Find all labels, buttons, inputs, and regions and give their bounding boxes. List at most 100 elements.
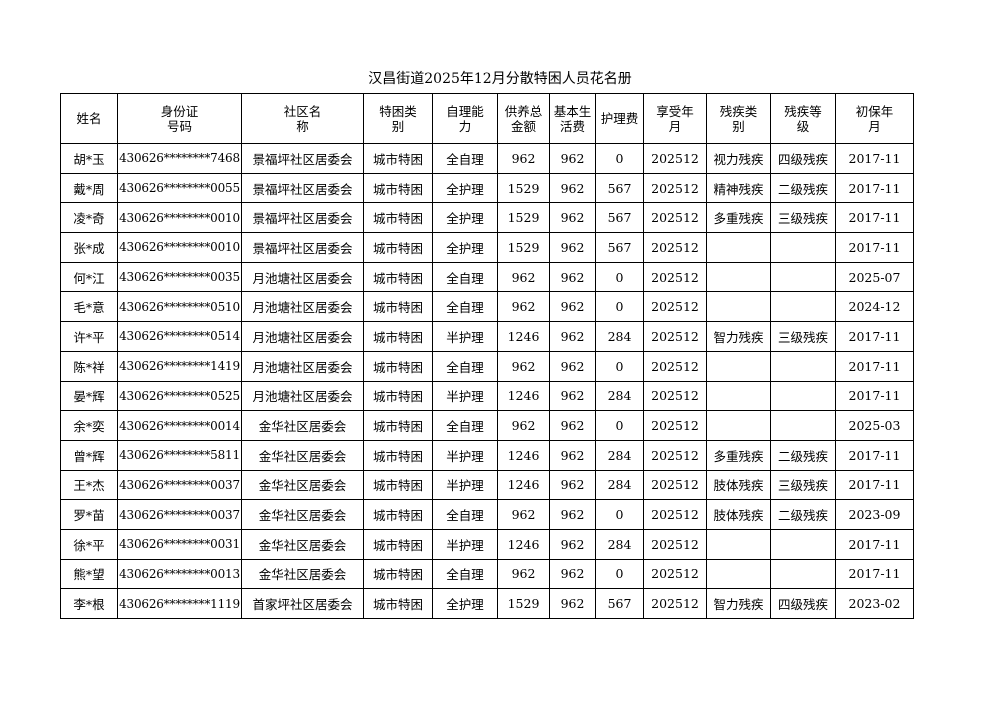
table-cell: 202512: [643, 321, 707, 352]
table-cell: 430626********1419: [117, 350, 242, 382]
table-cell: [770, 528, 836, 560]
table-row: 陈*祥 430626********1419 月池塘社区居委会 城市特困 全自理 962 9…: [60, 350, 914, 382]
table-cell: 城市特困: [363, 232, 433, 263]
table-cell: 城市特困: [363, 350, 433, 382]
table-cell: 284: [595, 321, 644, 352]
table-cell: [706, 558, 771, 590]
table-cell: 城市特困: [363, 291, 433, 323]
column-header: 护理费: [595, 93, 644, 144]
table-cell: 284: [595, 439, 644, 471]
table-cell: 城市特困: [363, 321, 433, 352]
table-cell: 202512: [643, 261, 707, 293]
table-cell: 962: [497, 410, 550, 441]
table-cell: 城市特困: [363, 410, 433, 441]
table-cell: 284: [595, 380, 644, 412]
table-cell: 962: [497, 143, 550, 174]
table-cell: [706, 291, 771, 323]
table-cell: 四级残疾: [770, 588, 836, 619]
table-cell: 城市特困: [363, 588, 433, 619]
table-row: 何*江 430626********0035 月池塘社区居委会 城市特困 全自理 962 9…: [60, 261, 914, 293]
table-cell: [770, 380, 836, 412]
table-cell: 景福坪社区居委会: [241, 202, 364, 234]
table-cell: 城市特困: [363, 469, 433, 501]
table-cell: 2017-11: [835, 202, 914, 234]
table-cell: 430626********7468: [117, 143, 242, 174]
table-cell: 430626********0010: [117, 232, 242, 263]
table-cell: 962: [549, 380, 596, 412]
table-cell: 202512: [643, 380, 707, 412]
column-header-text: 自理能力: [446, 103, 484, 134]
table-row: 凌*奇 430626********0010 景福坪社区居委会 城市特困 全护理 1529…: [60, 202, 914, 234]
table-cell: 半护理: [432, 380, 498, 412]
table-cell: 余*奕: [60, 410, 118, 441]
table-cell: 962: [497, 261, 550, 293]
column-header: 身份证号码: [117, 93, 242, 144]
table-cell: 晏*辉: [60, 380, 118, 412]
table-cell: 1529: [497, 202, 550, 234]
table-cell: 962: [549, 172, 596, 204]
table-cell: 城市特困: [363, 380, 433, 412]
table-cell: [706, 380, 771, 412]
table-cell: 全自理: [432, 291, 498, 323]
table-cell: 0: [595, 350, 644, 382]
table-cell: 430626********0013: [117, 558, 242, 590]
table-cell: 1529: [497, 232, 550, 263]
table-cell: 金华社区居委会: [241, 558, 364, 590]
table-cell: 2017-11: [835, 380, 914, 412]
column-header: 初保年月: [835, 93, 914, 144]
table-cell: 430626********0514: [117, 321, 242, 352]
table-cell: 0: [595, 261, 644, 293]
table-cell: 962: [497, 291, 550, 323]
table-cell: 962: [549, 321, 596, 352]
column-header-text: 初保年月: [855, 103, 894, 134]
table-cell: 430626********0510: [117, 291, 242, 323]
table-cell: 三级残疾: [770, 321, 836, 352]
table-cell: 430626********0037: [117, 499, 242, 530]
table-cell: 戴*周: [60, 172, 118, 204]
table-cell: 962: [549, 291, 596, 323]
table-cell: 962: [497, 499, 550, 530]
table-cell: 202512: [643, 499, 707, 530]
table-cell: 430626********0010: [117, 202, 242, 234]
table-cell: 430626********0037: [117, 469, 242, 501]
column-header-text: 残疾类别: [719, 103, 758, 134]
table-cell: 2017-11: [835, 172, 914, 204]
table-cell: 202512: [643, 143, 707, 174]
column-header-text: 供养总金额: [504, 103, 543, 134]
table-cell: 2023-09: [835, 499, 914, 530]
table-cell: 月池塘社区居委会: [241, 321, 364, 352]
table-cell: 2017-11: [835, 469, 914, 501]
table-cell: [770, 261, 836, 293]
table-row: 毛*意 430626********0510 月池塘社区居委会 城市特困 全自理 962 9…: [60, 291, 914, 323]
column-header-text: 享受年月: [656, 103, 694, 134]
table-cell: 567: [595, 588, 644, 619]
table-cell: [770, 232, 836, 263]
table-cell: 1246: [497, 528, 550, 560]
column-header: 残疾等级: [770, 93, 836, 144]
table-row: 胡*玉 430626********7468 景福坪社区居委会 城市特困 全自理 962 9…: [60, 143, 914, 174]
table-cell: 0: [595, 291, 644, 323]
table-cell: 2017-11: [835, 439, 914, 471]
column-header: 自理能力: [432, 93, 498, 144]
table-cell: 李*根: [60, 588, 118, 619]
table-cell: 三级残疾: [770, 469, 836, 501]
table-cell: 284: [595, 469, 644, 501]
table-cell: 城市特困: [363, 558, 433, 590]
table-cell: 四级残疾: [770, 143, 836, 174]
table-cell: 1246: [497, 380, 550, 412]
table-cell: 430626********0055: [117, 172, 242, 204]
table-cell: 962: [549, 143, 596, 174]
table-cell: 首家坪社区居委会: [241, 588, 364, 619]
table-cell: 多重残疾: [706, 202, 771, 234]
table-cell: 962: [549, 350, 596, 382]
table-cell: 2025-07: [835, 261, 914, 293]
table-cell: 962: [549, 469, 596, 501]
table-cell: 金华社区居委会: [241, 499, 364, 530]
table-cell: [770, 291, 836, 323]
table-row: 李*根 430626********1119 首家坪社区居委会 城市特困 全护理 1529…: [60, 588, 914, 619]
column-header-text: 特困类别: [379, 103, 417, 134]
table-cell: 962: [549, 261, 596, 293]
table-cell: 1246: [497, 469, 550, 501]
table-row: 许*平 430626********0514 月池塘社区居委会 城市特困 半护理 1246…: [60, 321, 914, 352]
